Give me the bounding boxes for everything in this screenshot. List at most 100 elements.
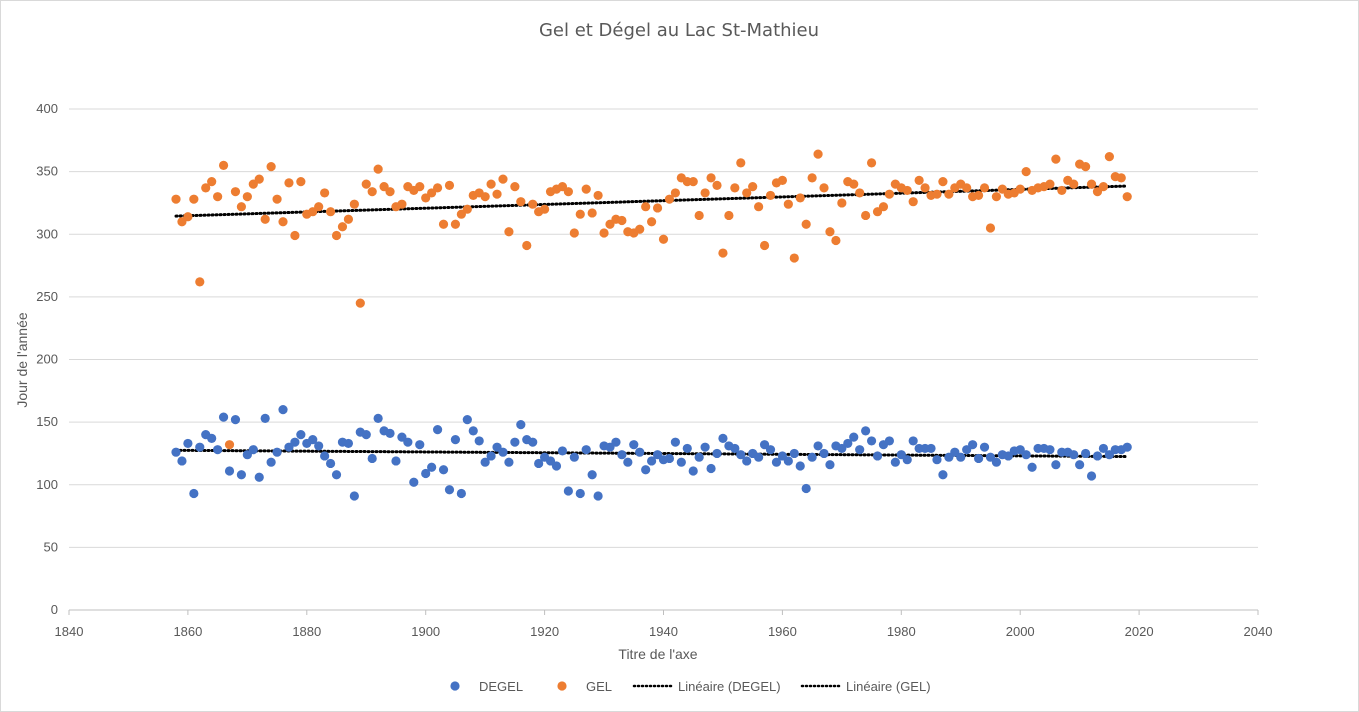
gel-point xyxy=(855,188,865,198)
gel-point xyxy=(813,149,823,159)
x-tick-label: 1920 xyxy=(530,624,559,639)
gel-point xyxy=(189,194,199,204)
degel-point xyxy=(884,436,895,446)
degel-point xyxy=(367,453,377,464)
gel-point xyxy=(944,189,954,199)
degel-point xyxy=(296,430,306,440)
gel-point xyxy=(480,192,490,202)
gel-point xyxy=(296,177,306,187)
gel-point xyxy=(587,208,597,218)
gel-point xyxy=(902,185,912,196)
degel-point xyxy=(171,447,181,457)
gel-point xyxy=(492,189,502,199)
degel-point xyxy=(516,420,526,430)
degel-point xyxy=(195,442,205,452)
degel-point xyxy=(902,455,912,465)
gel-point xyxy=(641,202,651,212)
gel-point xyxy=(278,217,288,227)
gel-point xyxy=(1080,162,1091,172)
gel-point xyxy=(361,179,371,189)
gel-point xyxy=(569,228,579,238)
gel-point xyxy=(991,192,1002,202)
degel-point xyxy=(343,438,354,449)
degel-point xyxy=(641,465,651,475)
gel-point xyxy=(694,210,704,221)
degel-point xyxy=(504,457,514,467)
gel-point xyxy=(795,193,805,203)
gel-point xyxy=(878,202,889,212)
degel-point xyxy=(450,435,461,445)
degel-point xyxy=(617,450,627,460)
gel-point xyxy=(195,277,205,287)
degel-point xyxy=(444,485,455,495)
gel-point xyxy=(224,440,235,450)
gel-point xyxy=(486,179,496,189)
gel-point xyxy=(581,184,591,194)
x-tick-label: 1960 xyxy=(768,624,797,639)
degel-point xyxy=(391,456,401,466)
data-points xyxy=(171,149,1132,501)
gridlines xyxy=(68,108,1259,615)
degel-point xyxy=(813,441,823,451)
degel-point xyxy=(819,448,829,459)
gel-point xyxy=(171,194,181,204)
legend-gel-marker xyxy=(557,681,567,691)
degel-point xyxy=(664,453,675,464)
degel-point xyxy=(771,457,782,467)
gel-point xyxy=(450,219,461,229)
gel-point xyxy=(765,190,776,201)
gel-point xyxy=(343,214,354,224)
gel-point xyxy=(759,240,770,251)
y-tick-label: 400 xyxy=(36,101,58,116)
degel-point xyxy=(1080,448,1091,459)
gel-point xyxy=(266,162,276,172)
degel-point xyxy=(510,437,520,447)
degel-point xyxy=(349,491,359,501)
degel-point xyxy=(795,461,805,471)
x-tick-label: 1840 xyxy=(55,624,84,639)
degel-point xyxy=(1021,450,1031,460)
tick-labels: 0 50 100 150 200 250 300 350 400 1840 1860 1880 1900… xyxy=(36,101,1272,639)
gel-point xyxy=(1045,179,1055,189)
gel-point xyxy=(1057,185,1067,196)
x-tick-label: 2000 xyxy=(1006,624,1035,639)
legend-trend-degel-label: Linéaire (DEGEL) xyxy=(678,679,781,694)
gel-point xyxy=(979,183,990,193)
gel-point xyxy=(837,198,847,208)
degel-point xyxy=(694,452,704,462)
degel-point xyxy=(623,457,633,467)
degel-point xyxy=(849,432,859,442)
degel-point xyxy=(730,443,740,454)
degel-point xyxy=(1045,445,1055,455)
gel-point xyxy=(498,174,508,184)
gel-point xyxy=(337,222,348,232)
gel-point xyxy=(1021,167,1031,177)
degel-point xyxy=(415,440,425,450)
y-tick-label: 50 xyxy=(44,539,58,554)
gel-point xyxy=(742,188,752,198)
y-tick-label: 250 xyxy=(36,289,58,304)
gel-point xyxy=(908,197,918,207)
degel-point xyxy=(742,456,752,466)
degel-point xyxy=(320,451,330,461)
degel-point xyxy=(718,433,728,444)
degel-point xyxy=(361,430,371,440)
degel-point xyxy=(712,448,722,459)
gel-point xyxy=(349,199,359,209)
y-tick-label: 350 xyxy=(36,164,58,179)
degel-point xyxy=(1098,443,1109,454)
degel-point xyxy=(593,491,603,501)
gel-point xyxy=(1104,151,1114,162)
legend-degel-label: DEGEL xyxy=(479,679,523,694)
gel-point xyxy=(730,183,740,193)
legend-trend-gel-label: Linéaire (GEL) xyxy=(846,679,931,694)
gel-point xyxy=(528,199,538,209)
gel-point xyxy=(563,187,573,197)
degel-point xyxy=(956,452,966,462)
degel-point xyxy=(331,470,342,480)
y-tick-label: 300 xyxy=(36,226,58,241)
gel-point xyxy=(462,204,472,214)
degel-point xyxy=(688,466,698,476)
gel-point xyxy=(207,177,217,187)
